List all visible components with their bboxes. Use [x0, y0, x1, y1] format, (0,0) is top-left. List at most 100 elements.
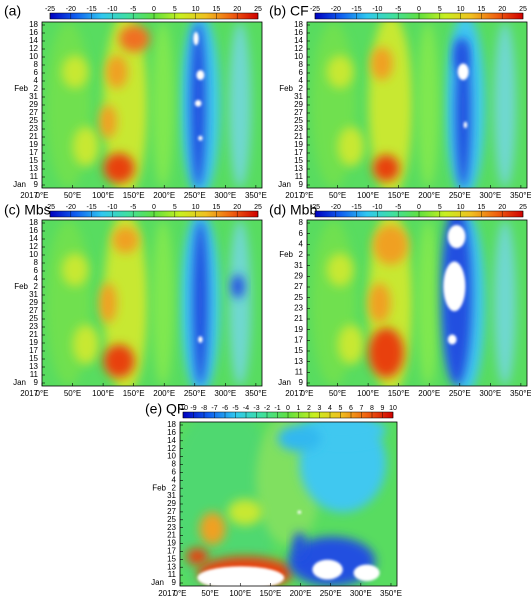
- x-tick-label: 350°E: [510, 389, 531, 398]
- y-tick-label: 17: [29, 346, 38, 355]
- heatmap-field: [42, 22, 262, 188]
- y-tick-label: 6: [34, 266, 39, 275]
- y-tick-label: 2: [299, 84, 304, 93]
- field-blob: [231, 274, 245, 299]
- y-tick-label: 10: [294, 52, 303, 61]
- field-blob: [337, 324, 365, 365]
- x-tick-label: 250°E: [449, 389, 471, 398]
- x-tick-label: 0°E: [301, 191, 314, 200]
- colorbar-tick-label: 15: [213, 204, 221, 211]
- field-blob: [368, 283, 391, 323]
- month-label: Jan: [13, 180, 26, 189]
- colorbar-tick-label: -8: [201, 405, 207, 412]
- colorbar-tick-label: 3: [318, 405, 322, 412]
- field-blob: [197, 566, 285, 586]
- colorbar-tick-label: -6: [222, 405, 228, 412]
- y-tick-label: 13: [29, 164, 38, 173]
- colorbar-tick-label: -7: [211, 405, 217, 412]
- field-blob: [368, 327, 404, 378]
- field-blob: [447, 334, 457, 345]
- panel-title: (e) QF: [145, 401, 185, 417]
- x-tick-label: 50°E: [64, 191, 81, 200]
- y-tick-label: 2: [172, 483, 177, 492]
- x-tick-label: 100°E: [357, 191, 379, 200]
- panel: (c) Mbs-25 -20 -15 -10 -5 0 5 10 15 20 250°E 50°E 10…: [4, 202, 267, 398]
- colorbar-tick-label: -10: [372, 6, 382, 13]
- field-blob: [463, 121, 468, 129]
- y-tick-label: 8: [172, 460, 177, 469]
- y-tick-label: 9: [299, 378, 304, 387]
- colorbar-tick-label: 20: [233, 204, 241, 211]
- y-tick-label: 19: [294, 140, 303, 149]
- y-tick-label: 29: [294, 271, 303, 280]
- colorbar-tick-label: -10: [107, 204, 117, 211]
- field-blob: [198, 135, 203, 141]
- x-tick-label: 0°E: [36, 191, 49, 200]
- y-tick-label: 25: [294, 293, 303, 302]
- month-label: Feb: [152, 483, 166, 492]
- panel-title: (c) Mbs: [4, 202, 51, 218]
- field-blob: [447, 224, 466, 249]
- field-blob: [457, 63, 469, 81]
- year-label: 2017: [20, 389, 38, 398]
- colorbar-tick-label: 10: [389, 405, 397, 412]
- y-tick-label: 18: [29, 218, 38, 227]
- y-tick-label: 11: [295, 172, 304, 181]
- y-tick-label: 19: [29, 140, 38, 149]
- colorbar-tick-label: -20: [331, 6, 341, 13]
- x-tick-label: 150°E: [259, 589, 281, 598]
- colorbar-tick-label: -1: [274, 405, 280, 412]
- y-tick-label: 6: [299, 229, 304, 238]
- y-tick-label: 17: [294, 148, 303, 157]
- y-tick-label: 6: [34, 68, 39, 77]
- month-label: Feb: [279, 84, 293, 93]
- colorbar-tick-label: -25: [45, 204, 55, 211]
- field-blob: [353, 564, 380, 582]
- colorbar-tick-label: -5: [232, 405, 238, 412]
- y-tick-label: 13: [294, 164, 303, 173]
- y-tick-label: 13: [29, 362, 38, 371]
- y-tick-label: 10: [29, 52, 38, 61]
- colorbar-tick-label: -5: [130, 204, 136, 211]
- field-blob: [373, 154, 400, 182]
- x-tick-label: 250°E: [184, 389, 206, 398]
- field-blob: [72, 126, 100, 167]
- colorbar-tick-label: 10: [192, 204, 200, 211]
- field-blob: [118, 25, 150, 52]
- y-tick-label: 17: [294, 335, 303, 344]
- panel-title: (a): [4, 3, 21, 19]
- x-tick-label: 0°E: [36, 389, 49, 398]
- colorbar-tick-label: -15: [352, 6, 362, 13]
- x-tick-label: 350°E: [245, 389, 267, 398]
- colorbar-tick-label: -25: [310, 6, 320, 13]
- y-tick-label: 23: [29, 322, 38, 331]
- month-label: Feb: [14, 84, 28, 93]
- month-label: Feb: [279, 250, 293, 259]
- field-blob: [337, 126, 365, 167]
- field-blob: [99, 283, 117, 323]
- x-tick-label: 350°E: [380, 589, 402, 598]
- field-blob: [112, 226, 139, 254]
- y-tick-label: 4: [172, 475, 177, 484]
- colorbar-tick-label: 10: [457, 204, 465, 211]
- colorbar-tick-label: -15: [352, 204, 362, 211]
- field-blob: [454, 38, 468, 72]
- field-blob: [299, 422, 387, 513]
- y-tick-label: 2: [34, 282, 39, 291]
- colorbar-tick-label: -25: [45, 6, 55, 13]
- colorbar-tick-label: 5: [438, 6, 442, 13]
- x-tick-label: 200°E: [418, 389, 440, 398]
- field-blob: [373, 224, 409, 265]
- y-tick-label: 31: [167, 491, 176, 500]
- colorbar-tick-label: 8: [370, 405, 374, 412]
- x-tick-label: 150°E: [388, 191, 410, 200]
- colorbar-tick-label: 15: [213, 6, 221, 13]
- colorbar-tick-label: 15: [478, 204, 486, 211]
- field-blob: [72, 324, 100, 365]
- colorbar-tick-label: 20: [233, 6, 241, 13]
- y-tick-label: 16: [294, 28, 303, 37]
- colorbar-tick-label: 0: [152, 204, 156, 211]
- colorbar-tick-label: 5: [339, 405, 343, 412]
- y-tick-label: 23: [294, 303, 303, 312]
- x-tick-label: 350°E: [510, 191, 531, 200]
